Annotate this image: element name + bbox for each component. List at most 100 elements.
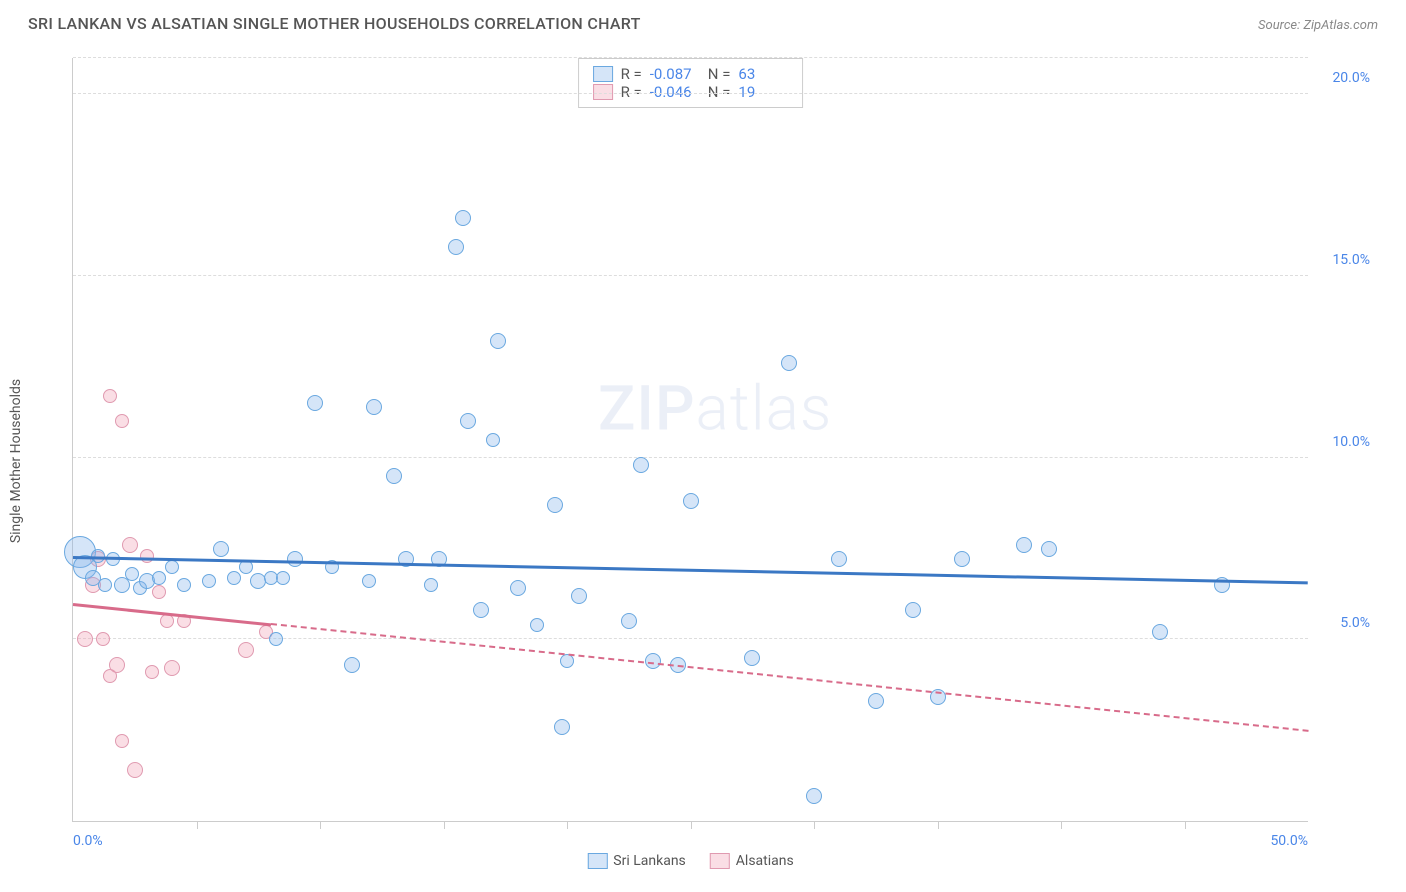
data-point-srilankans: [287, 551, 303, 567]
xtick: [691, 821, 692, 829]
gridline: [73, 57, 1308, 58]
data-point-srilankans: [781, 355, 797, 371]
data-point-srilankans: [1016, 537, 1032, 553]
data-point-srilankans: [486, 433, 500, 447]
data-point-srilankans: [307, 395, 323, 411]
data-point-srilankans: [954, 551, 970, 567]
data-point-alsatians: [96, 632, 110, 646]
r-value-1: -0.087: [650, 65, 700, 83]
data-point-srilankans: [806, 788, 822, 804]
xtick: [444, 821, 445, 829]
gridline: [73, 275, 1308, 276]
xtick: [567, 821, 568, 829]
gridline: [73, 638, 1308, 639]
trend-line-alsatians: [270, 623, 1308, 732]
legend-item-alsatians: Alsatians: [710, 853, 794, 869]
data-point-srilankans: [621, 613, 637, 629]
gridline: [73, 457, 1308, 458]
data-point-srilankans: [633, 457, 649, 473]
data-point-alsatians: [164, 660, 180, 676]
watermark-atlas: atlas: [696, 372, 833, 445]
source-name: ZipAtlas.com: [1303, 18, 1378, 33]
y-axis-label: Single Mother Households: [8, 379, 24, 543]
data-point-srilankans: [554, 719, 570, 735]
data-point-srilankans: [386, 468, 402, 484]
xtick: [320, 821, 321, 829]
swatch-srilankans: [593, 66, 613, 82]
source-attribution: Source: ZipAtlas.com: [1258, 14, 1378, 33]
data-point-alsatians: [115, 414, 129, 428]
data-point-alsatians: [103, 389, 117, 403]
data-point-alsatians: [140, 549, 154, 563]
data-point-srilankans: [424, 578, 438, 592]
data-point-srilankans: [362, 574, 376, 588]
data-point-alsatians: [238, 642, 254, 658]
n-label-1: N =: [708, 65, 731, 83]
data-point-srilankans: [744, 650, 760, 666]
ytick-label: 15.0%: [1332, 252, 1370, 268]
data-point-alsatians: [127, 762, 143, 778]
data-point-srilankans: [276, 571, 290, 585]
data-point-srilankans: [177, 578, 191, 592]
xtick: [1061, 821, 1062, 829]
plot-area: ZIPatlas R = -0.087 N = 63 R = -0.046 N …: [72, 58, 1308, 822]
xtick-label: 50.0%: [1270, 833, 1308, 849]
gridline: [73, 93, 1308, 94]
data-point-srilankans: [125, 567, 139, 581]
data-point-srilankans: [213, 541, 229, 557]
series-label-srilankans: Sri Lankans: [613, 853, 686, 869]
r-value-2: -0.046: [650, 83, 700, 101]
xtick-label: 0.0%: [73, 833, 103, 849]
data-point-srilankans: [165, 560, 179, 574]
chart-container: Single Mother Households ZIPatlas R = -0…: [30, 48, 1376, 874]
data-point-srilankans: [571, 588, 587, 604]
xtick: [197, 821, 198, 829]
data-point-srilankans: [547, 497, 563, 513]
data-point-srilankans: [683, 493, 699, 509]
r-label-2: R =: [621, 83, 642, 101]
data-point-srilankans: [1152, 624, 1168, 640]
data-point-srilankans: [490, 333, 506, 349]
chart-title: SRI LANKAN VS ALSATIAN SINGLE MOTHER HOU…: [28, 14, 641, 33]
data-point-srilankans: [448, 239, 464, 255]
swatch-alsatians-2: [710, 853, 730, 869]
swatch-alsatians: [593, 84, 613, 100]
data-point-alsatians: [115, 734, 129, 748]
legend-item-srilankans: Sri Lankans: [587, 853, 686, 869]
ytick-label: 10.0%: [1332, 434, 1370, 450]
data-point-alsatians: [122, 537, 138, 553]
legend-row-srilankans: R = -0.087 N = 63: [593, 65, 789, 83]
series-label-alsatians: Alsatians: [736, 853, 794, 869]
data-point-srilankans: [460, 413, 476, 429]
data-point-srilankans: [530, 618, 544, 632]
data-point-alsatians: [152, 585, 166, 599]
xtick: [1185, 821, 1186, 829]
data-point-srilankans: [98, 578, 112, 592]
data-point-srilankans: [202, 574, 216, 588]
data-point-srilankans: [510, 580, 526, 596]
source-label: Source:: [1258, 18, 1303, 33]
n-value-2: 19: [738, 83, 788, 101]
series-legend: Sri Lankans Alsatians: [587, 853, 793, 869]
ytick-label: 20.0%: [1332, 70, 1370, 86]
data-point-alsatians: [77, 631, 93, 647]
data-point-srilankans: [473, 602, 489, 618]
data-point-srilankans: [868, 693, 884, 709]
data-point-srilankans: [227, 571, 241, 585]
r-label-1: R =: [621, 65, 642, 83]
correlation-legend: R = -0.087 N = 63 R = -0.046 N = 19: [578, 58, 804, 108]
data-point-srilankans: [269, 632, 283, 646]
data-point-srilankans: [344, 657, 360, 673]
data-point-srilankans: [366, 399, 382, 415]
data-point-alsatians: [145, 665, 159, 679]
data-point-srilankans: [152, 571, 166, 585]
xtick: [938, 821, 939, 829]
data-point-srilankans: [455, 210, 471, 226]
data-point-alsatians: [109, 657, 125, 673]
n-label-2: N =: [708, 83, 731, 101]
ytick-label: 5.0%: [1340, 615, 1370, 631]
legend-row-alsatians: R = -0.046 N = 19: [593, 83, 789, 101]
data-point-srilankans: [560, 654, 574, 668]
watermark-zip: ZIP: [598, 372, 696, 445]
n-value-1: 63: [738, 65, 788, 83]
